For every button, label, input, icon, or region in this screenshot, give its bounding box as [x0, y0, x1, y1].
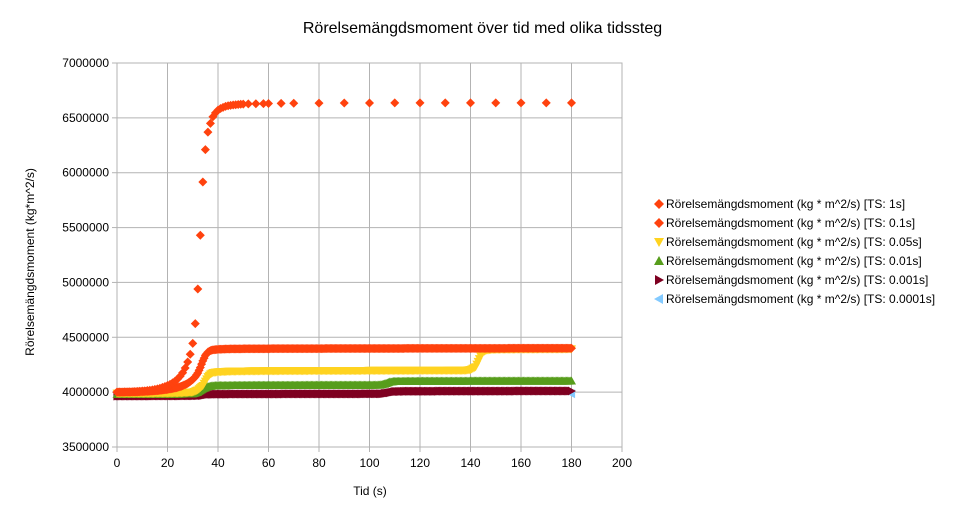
legend-item-ts-0.01s: Rörelsemängdsmoment (kg * m^2/s) [TS: 0.…	[652, 254, 952, 273]
data-point	[289, 98, 299, 108]
x-tick-label: 200	[612, 456, 632, 470]
axes	[112, 62, 623, 452]
data-point	[185, 349, 195, 359]
data-point	[541, 98, 551, 108]
data-point	[188, 338, 198, 348]
legend-label: Rörelsemängdsmoment (kg * m^2/s) [TS: 0.…	[666, 216, 916, 230]
legend-label: Rörelsemängdsmoment (kg * m^2/s) [TS: 0.…	[666, 273, 929, 287]
legend-label: Rörelsemängdsmoment (kg * m^2/s) [TS: 0.…	[666, 254, 922, 268]
data-point	[183, 357, 193, 367]
x-tick-label: 100	[359, 456, 379, 470]
data-point	[466, 98, 475, 108]
data-point	[314, 98, 324, 108]
legend-marker-polygon	[655, 275, 664, 285]
legend-label: Rörelsemängdsmoment (kg * m^2/s) [TS: 1s…	[666, 197, 906, 211]
data-point	[276, 98, 286, 108]
legend-item-ts-0.0001s: Rörelsemängdsmoment (kg * m^2/s) [TS: 0.…	[652, 292, 952, 326]
y-tick-label: 7000000	[62, 56, 109, 70]
x-tick-label: 20	[161, 456, 175, 470]
data-point	[190, 319, 200, 329]
data-point	[195, 230, 205, 240]
y-tick-label: 6000000	[62, 166, 109, 180]
data-point	[339, 98, 349, 108]
data-point	[567, 386, 576, 396]
x-tick-label: 60	[262, 456, 276, 470]
data-point	[193, 284, 203, 294]
x-tick-label: 80	[312, 456, 326, 470]
legend-marker-shape	[654, 294, 663, 304]
legend-marker-polygon	[654, 256, 664, 265]
x-tick-label: 160	[511, 456, 531, 470]
y-tick-label: 5500000	[62, 221, 109, 235]
y-axis-label: Rörelsemängdsmoment (kg*m^2/s)	[23, 168, 37, 356]
data-point	[205, 118, 215, 128]
data-point	[516, 98, 526, 108]
legend-marker-polygon	[654, 199, 664, 209]
data-point	[200, 145, 210, 155]
data-point	[491, 98, 501, 108]
legend-marker-shape	[654, 256, 664, 265]
legend-marker-polygon	[654, 238, 664, 247]
chart-title: Rörelsemängdsmoment över tid med olika t…	[302, 20, 663, 37]
plot-area-border	[116, 62, 623, 448]
x-tick-label: 140	[460, 456, 480, 470]
legend-marker-diamond-icon	[652, 197, 666, 211]
y-tick-labels: 3500000 4000000 4500000 5000000 5500000 60000…	[62, 56, 109, 454]
data-points	[112, 98, 576, 401]
legend-marker-triangle-up-icon	[652, 254, 666, 268]
data-point	[440, 98, 450, 108]
legend-item-ts-0.1s: Rörelsemängdsmoment (kg * m^2/s) [TS: 0.…	[652, 216, 952, 235]
legend-item-ts-0.05s: Rörelsemängdsmoment (kg * m^2/s) [TS: 0.…	[652, 235, 952, 254]
data-point	[203, 127, 213, 137]
data-point	[264, 98, 273, 108]
data-point	[567, 376, 576, 385]
y-tick-label: 3500000	[62, 440, 109, 454]
legend-marker-shape	[654, 238, 664, 247]
legend-label: Rörelsemängdsmoment (kg * m^2/s) [TS: 0.…	[666, 235, 922, 249]
data-point	[567, 98, 576, 108]
data-point	[198, 177, 208, 187]
legend-marker-triangle-right-icon	[652, 273, 666, 287]
data-point	[251, 99, 261, 109]
data-point	[390, 98, 400, 108]
x-axis-label: Tid (s)	[353, 484, 387, 498]
legend-marker-triangle-down-icon	[652, 235, 666, 249]
x-tick-label: 180	[561, 456, 581, 470]
x-tick-label: 40	[211, 456, 225, 470]
data-point	[365, 98, 374, 108]
legend-marker-shape	[654, 218, 664, 228]
data-point	[567, 343, 576, 353]
legend-marker-diamond-icon	[652, 216, 666, 230]
series-0	[112, 98, 576, 397]
y-tick-label: 4000000	[62, 385, 109, 399]
x-tick-label: 120	[410, 456, 430, 470]
legend-item-ts-0.001s: Rörelsemängdsmoment (kg * m^2/s) [TS: 0.…	[652, 273, 952, 292]
legend: Rörelsemängdsmoment (kg * m^2/s) [TS: 1s…	[652, 197, 952, 326]
legend-marker-polygon	[654, 294, 663, 304]
data-point	[243, 99, 253, 109]
y-tick-label: 5000000	[62, 275, 109, 289]
data-point	[258, 99, 268, 109]
legend-label: Rörelsemängdsmoment (kg * m^2/s) [TS: 0.…	[666, 292, 936, 306]
y-tick-label: 4500000	[62, 330, 109, 344]
x-tick-label: 0	[114, 456, 121, 470]
y-tick-label: 6500000	[62, 111, 109, 125]
legend-marker-shape	[654, 199, 664, 209]
legend-marker-triangle-left-icon	[652, 292, 666, 306]
legend-marker-shape	[655, 275, 664, 285]
data-point	[415, 98, 425, 108]
legend-marker-polygon	[654, 218, 664, 228]
legend-item-ts-1s: Rörelsemängdsmoment (kg * m^2/s) [TS: 1s…	[652, 197, 952, 216]
data-point	[238, 99, 248, 109]
x-tick-labels: 0 20 40 60 80 100 120 140 160 180 200	[114, 456, 633, 470]
